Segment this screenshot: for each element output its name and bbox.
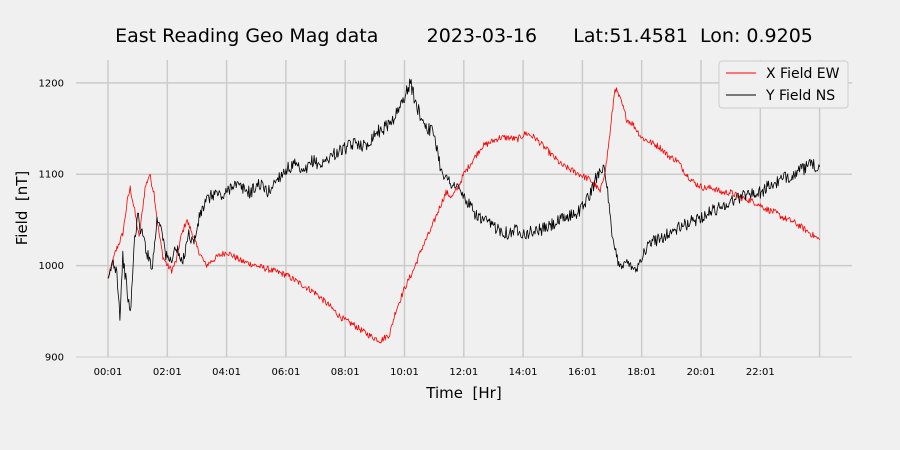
x-tick-label: 20:01 [687, 367, 716, 378]
x-tick-label: 18:01 [627, 367, 656, 378]
y-tick-label: 1000 [39, 261, 64, 272]
series-line-x-field [107, 87, 820, 344]
x-tick-label: 06:01 [271, 367, 300, 378]
x-axis-label: Time [Hr] [425, 384, 501, 402]
y-tick-label: 1100 [39, 170, 64, 181]
x-tick-label: 10:01 [390, 367, 419, 378]
x-tick-label: 00:01 [94, 367, 123, 378]
x-tick-label: 02:01 [153, 367, 182, 378]
y-tick-labels: 900 1000 1100 1200 [39, 78, 64, 363]
x-tick-label: 12:01 [449, 367, 478, 378]
x-tick-label: 22:01 [746, 367, 775, 378]
x-tick-labels: 00:01 02:01 04:01 06:01 08:01 10:01 12:01 14:01… [94, 367, 775, 378]
chart-title: East Reading Geo Mag data 2023-03-16 Lat… [115, 25, 813, 47]
legend-label-y-field: Y Field NS [765, 88, 835, 104]
x-tick-label: 04:01 [212, 367, 241, 378]
x-tick-label: 08:01 [331, 367, 360, 378]
series-line-y-field [107, 78, 820, 321]
y-tick-label: 900 [45, 353, 64, 364]
legend-label-x-field: X Field EW [766, 66, 840, 82]
legend: X Field EW Y Field NS [718, 60, 849, 109]
y-axis-label: Field [nT] [13, 171, 31, 246]
y-tick-label: 1200 [39, 78, 64, 89]
series-layer [107, 78, 820, 344]
x-tick-label: 16:01 [568, 367, 597, 378]
x-tick-label: 14:01 [509, 367, 538, 378]
grid [76, 60, 852, 357]
